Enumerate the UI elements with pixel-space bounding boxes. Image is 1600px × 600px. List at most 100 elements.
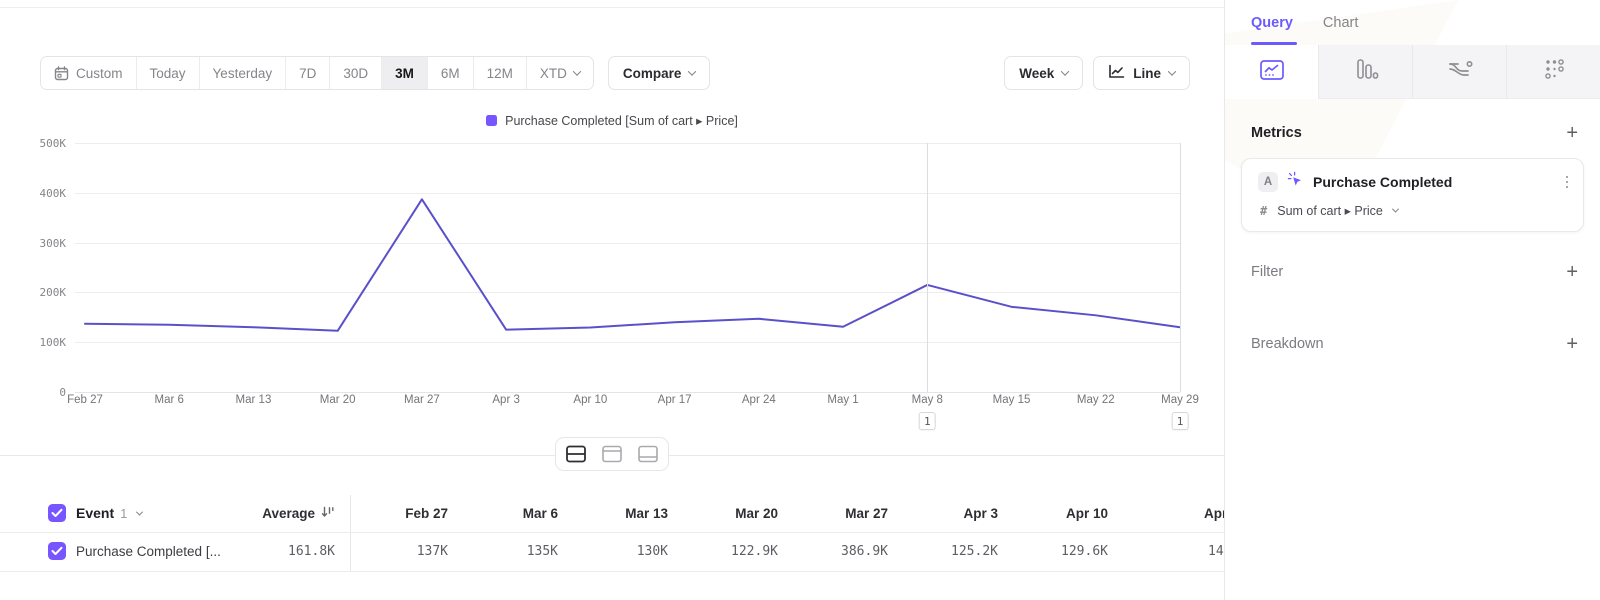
report-type-funnels[interactable] <box>1319 45 1413 99</box>
report-main: Custom Today Yesterday 7D 30D 3M 6M 12M XTD Comp… <box>0 56 1224 575</box>
date-column-header: Mar 13 <box>625 506 668 521</box>
gridline <box>75 392 1180 393</box>
plot-area <box>75 143 1181 393</box>
sidebar-tabs: Query Chart <box>1251 0 1358 45</box>
layout-table-only-button[interactable] <box>633 441 663 467</box>
query-sidebar: Query Chart <box>1224 0 1600 600</box>
range-30d[interactable]: 30D <box>330 57 383 89</box>
results-table: Event 1 Average Purchase Completed [... <box>0 495 1224 575</box>
top-divider <box>0 7 1600 8</box>
numeric-hash-icon: # <box>1260 203 1268 218</box>
x-axis-tick-label: Apr 3 <box>492 394 520 406</box>
x-axis-tick-label: Apr 10 <box>573 394 608 406</box>
gridline <box>75 242 1180 244</box>
chart-toolbar: Custom Today Yesterday 7D 30D 3M 6M 12M XTD Comp… <box>40 56 1190 90</box>
range-yesterday[interactable]: Yesterday <box>199 57 287 89</box>
metrics-section-header: Metrics + <box>1251 120 1578 146</box>
event-sparkle-icon <box>1287 171 1304 193</box>
y-axis-tick-label: 300K <box>39 236 67 250</box>
calendar-icon <box>54 65 69 81</box>
average-label: Average <box>262 506 315 521</box>
layout-chart-only-button[interactable] <box>597 441 627 467</box>
clipped-column-value: 14 <box>1208 544 1224 559</box>
value-cell: 137K <box>416 544 448 559</box>
range-today[interactable]: Today <box>136 57 200 89</box>
add-metric-button[interactable]: + <box>1566 122 1578 144</box>
range-7d[interactable]: 7D <box>286 57 331 89</box>
add-breakdown-button[interactable]: + <box>1566 333 1578 355</box>
chart-type-label: Line <box>1133 65 1161 81</box>
date-column-header: Apr 3 <box>963 506 998 521</box>
range-xtd[interactable]: XTD <box>526 57 593 89</box>
range-custom[interactable]: Custom <box>41 57 137 89</box>
compare-button[interactable]: Compare <box>607 56 711 90</box>
kebab-menu-icon[interactable] <box>1563 173 1572 192</box>
line-chart-icon <box>1108 64 1125 82</box>
date-column-header: Feb 27 <box>405 506 448 521</box>
interval-label: Week <box>1019 65 1055 81</box>
gridline <box>75 342 1180 344</box>
table-header-divider <box>0 532 1224 533</box>
chevron-down-icon[interactable] <box>136 508 144 516</box>
filter-section: Filter + <box>1251 258 1578 286</box>
range-3m[interactable]: 3M <box>382 57 428 89</box>
gridline <box>75 192 1180 194</box>
annotation-badge[interactable]: 1 <box>918 412 936 430</box>
sort-descending-icon <box>320 505 335 522</box>
row-checkbox[interactable] <box>48 542 66 560</box>
tab-chart[interactable]: Chart <box>1322 14 1359 31</box>
report-type-flows[interactable] <box>1413 45 1507 99</box>
event-label: Event <box>76 505 115 521</box>
row-name: Purchase Completed [... <box>76 543 221 559</box>
value-cell: 130K <box>636 544 668 559</box>
range-6m[interactable]: 6M <box>427 57 474 89</box>
annotation-line <box>1180 143 1181 392</box>
y-axis-tick-label: 400K <box>39 186 67 200</box>
table-row[interactable]: Purchase Completed [... <box>48 542 221 560</box>
date-column-header: Apr 10 <box>1065 506 1108 521</box>
x-axis-tick-label: May 15 <box>992 394 1031 406</box>
metrics-title: Metrics <box>1251 125 1302 141</box>
value-cell: 129.6K <box>1061 544 1108 559</box>
flows-icon <box>1446 58 1474 85</box>
bar-chart-icon <box>1353 57 1379 86</box>
range-12m[interactable]: 12M <box>473 57 527 89</box>
average-column-header[interactable]: Average <box>230 495 335 532</box>
select-all-checkbox[interactable] <box>48 504 66 522</box>
report-type-selector <box>1225 45 1600 99</box>
date-column-header: Mar 20 <box>735 506 778 521</box>
chevron-down-icon <box>1060 67 1070 76</box>
series-line[interactable] <box>84 198 1181 332</box>
compare-label: Compare <box>622 65 682 81</box>
chevron-down-icon <box>688 67 697 76</box>
tab-query[interactable]: Query <box>1251 14 1293 31</box>
x-axis-tick-label: Apr 24 <box>741 394 776 406</box>
x-axis-tick-label: May 8 <box>911 394 943 406</box>
y-axis-tick-label: 0 <box>59 386 66 399</box>
x-axis-tick-label: May 29 <box>1161 394 1199 406</box>
x-axis-tick-label: May 22 <box>1076 394 1115 406</box>
aggregation-selector[interactable]: # Sum of cart ▸ Price <box>1260 203 1399 218</box>
report-type-retention[interactable] <box>1507 45 1600 99</box>
table-column-divider <box>350 495 351 572</box>
chart-type-dropdown[interactable]: Line <box>1093 56 1190 90</box>
event-header-cell: Event 1 <box>48 504 144 522</box>
active-tab-indicator <box>1251 42 1297 45</box>
add-filter-button[interactable]: + <box>1566 261 1578 283</box>
clipped-column-header: Apr <box>1204 506 1224 521</box>
table-bottom-divider <box>0 571 1224 572</box>
average-value: 161.8K <box>288 544 335 559</box>
date-column-header: Mar 6 <box>522 506 558 521</box>
report-type-insights[interactable] <box>1225 45 1319 99</box>
x-axis-tick-label: Mar 27 <box>404 394 440 406</box>
metric-card[interactable]: A Purchase Completed # Sum of cart ▸ Pri… <box>1241 158 1584 232</box>
metric-card-title-row: A Purchase Completed <box>1258 171 1571 193</box>
date-column-header: Mar 27 <box>845 506 888 521</box>
annotation-badge[interactable]: 1 <box>1171 412 1189 430</box>
y-axis-tick-label: 200K <box>39 286 67 300</box>
chevron-down-icon <box>1391 205 1399 213</box>
metric-letter-badge: A <box>1258 172 1278 192</box>
layout-split-view-button[interactable] <box>561 441 591 467</box>
interval-dropdown[interactable]: Week <box>1004 56 1084 90</box>
